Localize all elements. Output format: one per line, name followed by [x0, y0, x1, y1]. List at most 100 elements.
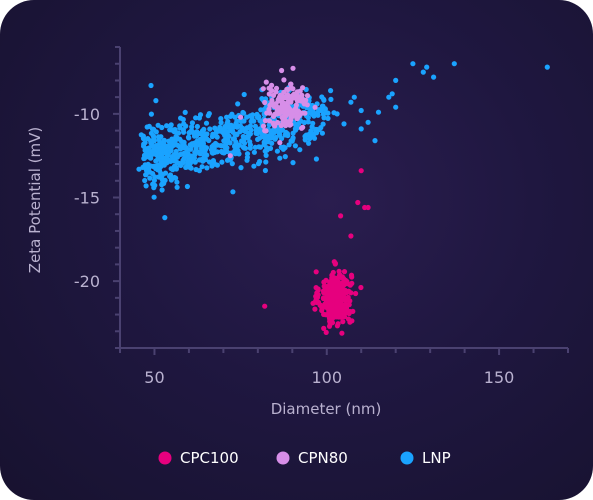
- point-cpc100: [330, 284, 336, 291]
- point-lnp: [185, 151, 191, 157]
- point-lnp: [223, 141, 229, 147]
- point-lnp: [162, 145, 168, 151]
- point-lnp: [261, 134, 267, 140]
- point-lnp: [308, 134, 314, 140]
- point-cpc100: [348, 233, 354, 239]
- point-lnp: [229, 111, 235, 117]
- point-lnp: [159, 160, 165, 166]
- point-lnp: [313, 126, 319, 133]
- point-lnp: [157, 151, 164, 157]
- point-lnp: [328, 88, 334, 94]
- point-cpn80: [294, 115, 300, 121]
- point-cpc100: [338, 307, 344, 313]
- point-lnp: [186, 135, 192, 141]
- point-lnp: [242, 127, 248, 133]
- point-lnp: [145, 136, 151, 142]
- point-cpc100: [313, 285, 319, 291]
- point-cpc100: [329, 272, 335, 278]
- point-lnp: [223, 132, 229, 138]
- point-lnp: [451, 61, 457, 67]
- point-cpn80: [303, 97, 309, 103]
- point-lnp: [142, 147, 148, 153]
- point-lnp: [161, 180, 167, 186]
- point-cpc100: [324, 293, 330, 299]
- point-lnp: [156, 145, 162, 152]
- point-lnp: [155, 122, 161, 128]
- point-cpc100: [319, 307, 325, 314]
- legend-item-lnp[interactable]: LNP: [400, 449, 451, 467]
- point-lnp: [203, 120, 210, 126]
- point-cpn80: [227, 153, 233, 159]
- point-lnp: [218, 143, 224, 149]
- point-lnp: [164, 153, 171, 159]
- point-cpc100: [349, 280, 355, 286]
- point-lnp: [205, 113, 211, 119]
- point-cpn80: [290, 92, 296, 98]
- point-lnp: [315, 112, 321, 118]
- point-lnp: [325, 115, 331, 121]
- point-lnp: [202, 134, 208, 141]
- point-lnp: [544, 64, 550, 70]
- point-lnp: [177, 160, 183, 167]
- point-lnp: [393, 104, 399, 110]
- point-cpn80: [279, 67, 285, 74]
- point-cpc100: [331, 259, 337, 265]
- point-lnp: [341, 121, 347, 127]
- point-lnp: [306, 140, 312, 146]
- point-lnp: [174, 179, 180, 185]
- point-lnp: [148, 82, 154, 89]
- point-cpc100: [340, 319, 346, 325]
- point-lnp: [351, 94, 357, 100]
- point-lnp: [173, 150, 179, 156]
- point-lnp: [162, 215, 168, 221]
- x-tick-label: 100: [311, 368, 342, 387]
- point-lnp: [256, 126, 262, 132]
- point-lnp: [153, 98, 159, 104]
- point-lnp: [286, 142, 292, 148]
- point-lnp: [197, 151, 203, 157]
- point-cpc100: [344, 278, 350, 285]
- point-lnp: [386, 94, 392, 100]
- point-cpn80: [283, 109, 289, 115]
- point-cpn80: [262, 118, 268, 124]
- point-cpn80: [293, 102, 299, 108]
- y-tick-label: -20: [74, 272, 100, 291]
- point-cpc100: [334, 323, 340, 329]
- legend-item-cpn80[interactable]: CPN80: [276, 449, 348, 467]
- x-axis-title: Diameter (nm): [271, 400, 382, 418]
- point-lnp: [321, 97, 327, 103]
- point-lnp: [297, 147, 303, 153]
- point-cpc100: [335, 292, 341, 298]
- point-lnp: [140, 164, 146, 170]
- point-lnp: [164, 123, 170, 129]
- point-lnp: [410, 61, 416, 67]
- point-lnp: [424, 64, 430, 70]
- y-axis-title: Zeta Potential (mV): [26, 127, 44, 273]
- point-lnp: [293, 127, 299, 133]
- point-lnp: [328, 96, 334, 102]
- point-lnp: [251, 149, 257, 155]
- point-cpn80: [238, 114, 244, 120]
- point-cpc100: [312, 299, 318, 305]
- point-lnp: [276, 128, 282, 134]
- point-lnp: [189, 124, 195, 130]
- point-lnp: [193, 115, 199, 121]
- point-cpc100: [328, 313, 334, 319]
- point-lnp: [262, 148, 268, 154]
- point-cpn80: [274, 119, 281, 126]
- point-lnp: [143, 172, 149, 178]
- point-cpn80: [290, 65, 296, 71]
- point-lnp: [224, 148, 230, 155]
- point-lnp: [214, 134, 220, 140]
- point-lnp: [269, 140, 275, 146]
- point-lnp: [219, 127, 225, 133]
- point-cpn80: [272, 111, 278, 117]
- x-tick-label: 50: [144, 368, 164, 387]
- legend-item-cpc100[interactable]: CPC100: [158, 449, 239, 467]
- point-cpn80: [269, 82, 275, 88]
- point-lnp: [142, 140, 148, 146]
- point-lnp: [230, 189, 236, 195]
- point-cpc100: [339, 330, 345, 336]
- point-cpn80: [312, 104, 318, 110]
- point-lnp: [272, 136, 278, 142]
